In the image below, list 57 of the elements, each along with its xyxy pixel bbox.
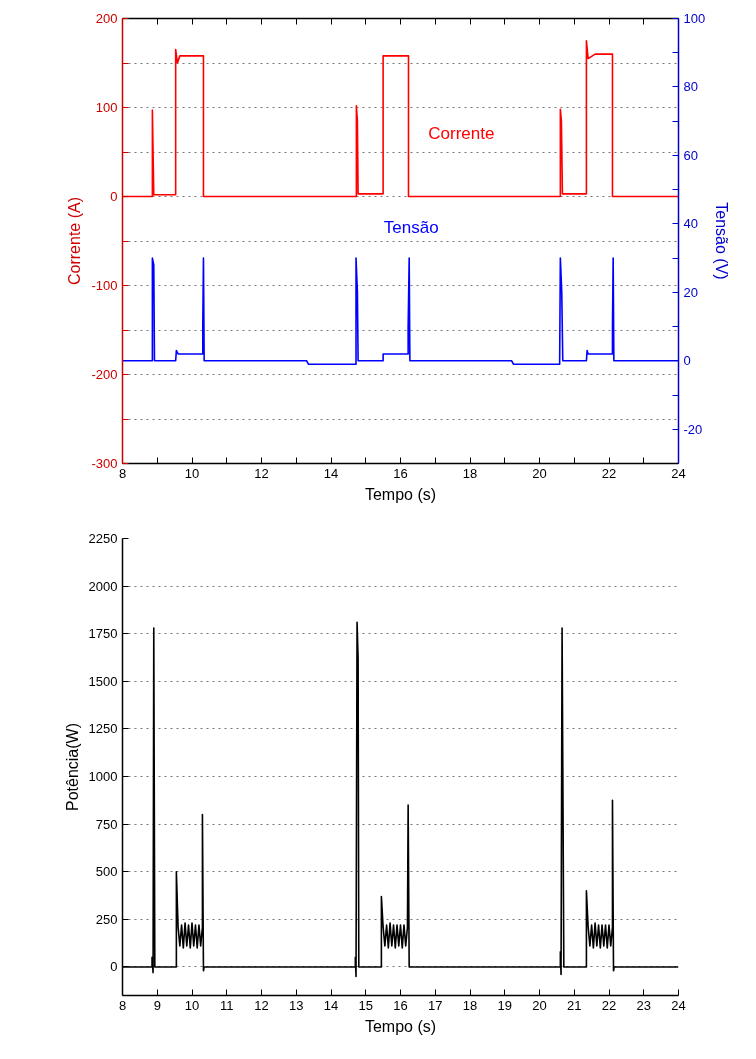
y2-tick-label: -20 xyxy=(683,421,703,437)
y2-tick-label: 20 xyxy=(683,284,698,300)
series-label: Tensão xyxy=(383,217,439,237)
x-tick-label: 20 xyxy=(532,465,547,481)
y-tick-label: -100 xyxy=(91,278,118,293)
x-tick-label: 20 xyxy=(532,997,547,1013)
y-tick-label: 2250 xyxy=(88,531,118,546)
x-tick-label: 24 xyxy=(671,997,686,1013)
y-tick-label: 1250 xyxy=(88,721,118,737)
x-tick-label: 22 xyxy=(601,465,617,481)
x-tick-label: 12 xyxy=(254,997,269,1013)
x-tick-label: 16 xyxy=(393,997,408,1013)
x-tick-label: 18 xyxy=(462,997,478,1013)
y-tick-label: 0 xyxy=(110,959,118,975)
y-tick-label: 1500 xyxy=(88,673,118,689)
y-tick-label: -200 xyxy=(91,367,118,382)
x-tick-label: 17 xyxy=(428,997,443,1013)
y-tick-label: 1000 xyxy=(88,769,118,785)
x-tick-label: 24 xyxy=(671,465,686,481)
x-tick-label: 14 xyxy=(323,465,339,481)
series-label: Corrente xyxy=(428,124,495,144)
x-tick-label: 10 xyxy=(184,997,200,1013)
x-axis-title: Tempo (s) xyxy=(364,1017,437,1035)
y-tick-label: 200 xyxy=(95,11,118,26)
y2-tick-label: 60 xyxy=(683,147,698,163)
y-tick-label: 750 xyxy=(95,816,118,832)
x-tick-label: 14 xyxy=(323,997,339,1013)
y2-axis-title: Tensão (V) xyxy=(713,202,731,280)
y-tick-label: -300 xyxy=(91,456,118,471)
y2-tick-label: 100 xyxy=(683,11,706,26)
y-tick-label: 1750 xyxy=(88,626,118,642)
x-tick-label: 22 xyxy=(601,997,617,1013)
y-tick-label: 250 xyxy=(95,911,118,927)
line-series xyxy=(122,257,679,366)
x-tick-label: 8 xyxy=(118,997,127,1013)
y-axis-title: Potência(W) xyxy=(63,722,81,812)
x-axis-title: Tempo (s) xyxy=(364,485,437,503)
x-tick-label: 10 xyxy=(184,465,200,481)
x-tick-label: 16 xyxy=(393,465,408,481)
y2-tick-label: 0 xyxy=(683,353,691,369)
x-tick-label: 19 xyxy=(497,997,512,1013)
x-tick-label: 15 xyxy=(358,997,373,1013)
x-tick-label: 11 xyxy=(220,997,234,1013)
y-tick-label: 100 xyxy=(95,100,118,115)
y-tick-label: 0 xyxy=(110,189,118,204)
x-tick-label: 8 xyxy=(118,465,127,481)
x-tick-label: 21 xyxy=(567,997,582,1013)
x-tick-label: 23 xyxy=(636,997,651,1013)
x-tick-label: 9 xyxy=(153,997,161,1013)
x-tick-label: 18 xyxy=(462,465,478,481)
x-tick-label: 13 xyxy=(289,997,304,1013)
y-tick-label: 2000 xyxy=(88,578,118,594)
y2-tick-label: 40 xyxy=(683,216,698,232)
y2-tick-label: 80 xyxy=(683,79,698,95)
y-tick-label: 500 xyxy=(95,864,118,880)
y-axis-title: Corrente (A) xyxy=(66,196,84,286)
x-tick-label: 12 xyxy=(254,465,269,481)
